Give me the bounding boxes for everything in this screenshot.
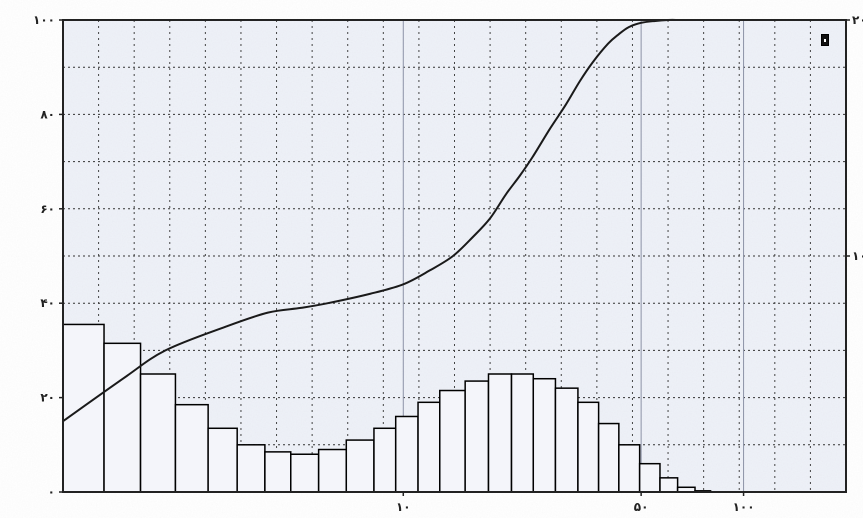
histogram-bar [139,373,177,493]
y-left-tick-label: ۸۰ [40,107,55,121]
x-tick-label: ۵۰ [634,500,649,514]
histogram-bar [487,373,513,493]
histogram-bar [62,323,105,493]
y-left-tick-label: ۱۰۰ [33,13,55,27]
histogram-bar [659,477,679,493]
histogram-bar [532,377,557,493]
y-right-tick-label: ۱۰ [852,249,863,263]
histogram-bar [317,448,348,493]
x-tick-label: ۱۰ [396,500,411,514]
histogram-bar [236,444,266,493]
cumulative-curve [62,18,692,423]
histogram-bar [345,439,375,493]
histogram-bar [554,387,579,493]
histogram-bar [394,415,419,493]
histogram-bar [417,401,441,493]
legend-marker-icon [821,34,829,46]
histogram-bar [638,462,661,493]
histogram-bar [439,389,466,493]
y-left-tick-label: ۰ [48,485,55,499]
histogram [62,323,712,493]
axes: ۰ ۲۰ ۴۰ ۶۰ ۸۰ ۱۰۰ ۲۰ ۱۰ ۱۰ ۵۰ ۱۰۰ [33,13,863,514]
histogram-bar [264,451,292,493]
histogram-bar [103,342,142,493]
histogram-bar [577,401,600,493]
histogram-bar [597,422,620,493]
histogram-bar [618,444,641,493]
histogram-bar [174,403,209,493]
y-left-tick-label: ۲۰ [40,391,55,405]
histogram-bar [510,373,535,493]
x-tick-label: ۱۰۰ [733,500,755,514]
histogram-bar [373,427,397,493]
y-left-tick-label: ۶۰ [40,202,55,216]
y-left-tick-label: ۴۰ [40,296,55,310]
histogram-bar [464,380,490,493]
histogram-bar [207,427,238,493]
y-right-tick-label: ۲۰ [852,13,863,27]
grid [63,20,846,492]
cumulative-curve-layer [62,18,692,423]
histogram-bar [290,453,320,493]
